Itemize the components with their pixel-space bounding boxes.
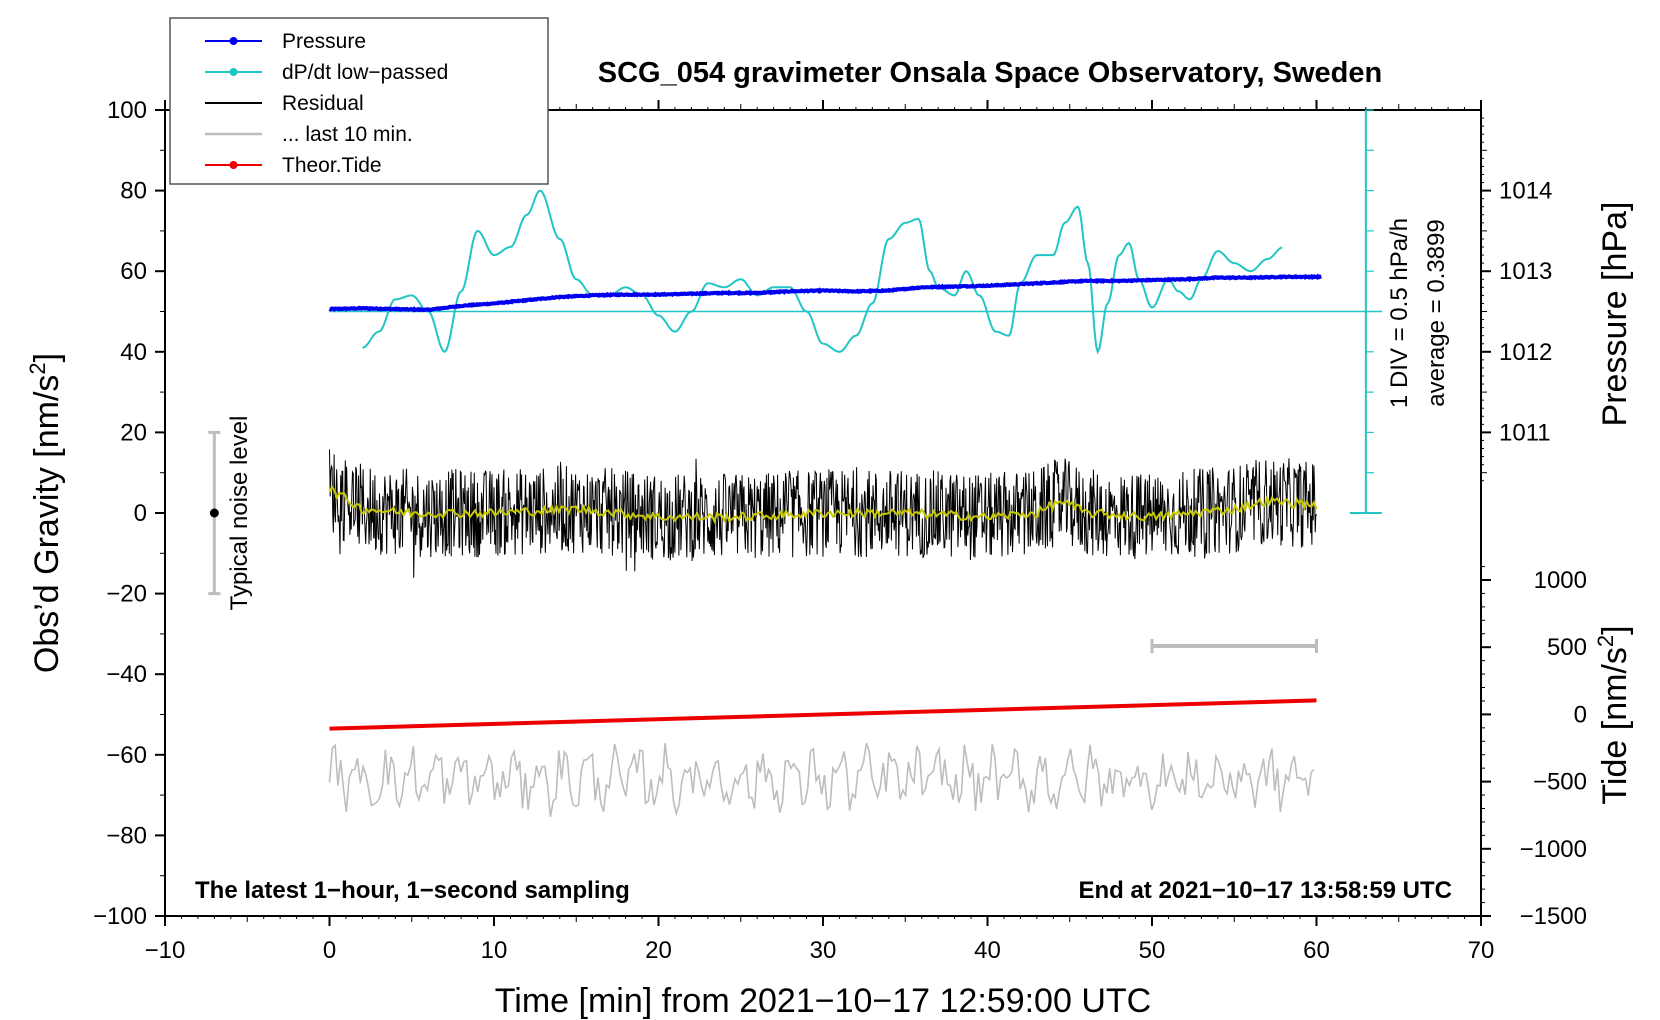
pressure-tick-label: 1012 <box>1499 339 1552 366</box>
pressure-tick-label: 1011 <box>1499 419 1551 446</box>
legend-label: Pressure <box>282 30 366 53</box>
y-tick-label: −20 <box>106 581 147 608</box>
x-tick-label: 40 <box>974 937 1001 964</box>
x-tick-label: 30 <box>810 937 837 964</box>
y-tick-label: 20 <box>120 419 147 446</box>
x-tick-label: 60 <box>1303 937 1330 964</box>
legend-label: dP/dt low−passed <box>282 61 448 84</box>
tide-tick-label: −1000 <box>1520 836 1587 863</box>
y-axis-label: Obs’d Gravity [nm/s2] <box>25 353 66 673</box>
dpdt-series-line <box>362 189 1283 355</box>
pressure-series-line <box>328 273 1322 313</box>
x-tick-label: 50 <box>1139 937 1166 964</box>
y-tick-label: −80 <box>106 822 147 849</box>
div-scale-label: 1 DIV = 0.5 hPa/h <box>1386 218 1413 408</box>
noise-level-point <box>209 508 219 518</box>
tide-tick-label: −500 <box>1533 769 1587 796</box>
x-tick-label: 10 <box>481 937 508 964</box>
y-tick-label: −40 <box>106 661 147 688</box>
y-tick-label: 60 <box>120 258 147 285</box>
residual-series-line <box>329 449 1317 578</box>
average-label: average = 0.3899 <box>1423 219 1450 407</box>
axis-ticks: −10 0 10 20 30 40 50 60 70−100−80−60−40−20020406… <box>93 97 1587 964</box>
y-tick-label: 40 <box>120 339 147 366</box>
y-tick-label: −60 <box>106 742 147 769</box>
x-tick-label: −10 <box>145 937 186 964</box>
y-tick-label: 80 <box>120 178 147 205</box>
tide-series-line <box>329 698 1317 731</box>
legend-marker <box>229 37 238 45</box>
y-tick-label: −100 <box>93 903 147 930</box>
y-tick-label: 100 <box>107 97 147 124</box>
end-time-annotation: End at 2021−10−17 13:58:59 UTC <box>1078 877 1452 904</box>
y-tick-label: 0 <box>134 500 147 527</box>
residual-smoothed-line <box>328 484 1318 525</box>
legend-label: Residual <box>282 92 364 115</box>
latest-hour-annotation: The latest 1−hour, 1−second sampling <box>195 877 630 904</box>
data-series <box>208 109 1383 818</box>
tide-tick-label: 1000 <box>1534 567 1587 594</box>
pressure-tick-label: 1013 <box>1499 258 1552 285</box>
legend-label: Theor.Tide <box>282 154 382 177</box>
pressure-axis-label: Pressure [hPa] <box>1596 202 1634 427</box>
x-tick-label: 20 <box>645 937 672 964</box>
tide-axis-label: Tide [nm/s2] <box>1593 625 1634 804</box>
tide-tick-label: −1500 <box>1520 903 1587 930</box>
noise-level-label: Typical noise level <box>226 416 253 611</box>
legend: Pressure dP/dt low−passed Residual ... last… <box>169 17 549 185</box>
x-tick-label: 70 <box>1468 937 1495 964</box>
legend-marker <box>229 161 238 169</box>
x-axis-label: Time [min] from 2021−10−17 12:59:00 UTC <box>495 982 1151 1020</box>
last10-series-line <box>328 742 1315 818</box>
legend-marker <box>229 68 238 76</box>
pressure-tick-label: 1014 <box>1499 178 1552 205</box>
tide-tick-label: 0 <box>1574 701 1587 728</box>
chart-title: SCG_054 gravimeter Onsala Space Observat… <box>598 57 1382 89</box>
tide-tick-label: 500 <box>1547 634 1587 661</box>
legend-box <box>169 17 549 185</box>
legend-label: ... last 10 min. <box>282 123 413 146</box>
x-tick-label: 0 <box>323 937 336 964</box>
